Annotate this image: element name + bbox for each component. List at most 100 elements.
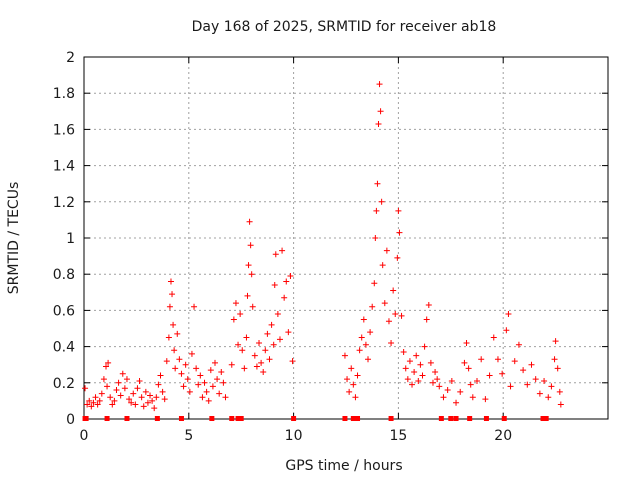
data-point bbox=[165, 334, 172, 341]
data-point bbox=[105, 359, 112, 366]
data-point bbox=[548, 383, 555, 390]
data-point bbox=[249, 303, 256, 310]
data-point bbox=[88, 403, 95, 410]
data-point bbox=[453, 399, 460, 406]
zero-point bbox=[453, 416, 459, 421]
y-tick-label: 1.2 bbox=[53, 195, 75, 211]
data-point bbox=[136, 377, 143, 384]
data-point bbox=[388, 339, 395, 346]
zero-point bbox=[209, 416, 215, 421]
data-point bbox=[92, 394, 99, 401]
data-point bbox=[134, 385, 141, 392]
data-point bbox=[186, 388, 193, 395]
data-point bbox=[378, 198, 385, 205]
data-point bbox=[115, 379, 122, 386]
data-point bbox=[163, 358, 170, 365]
data-point bbox=[184, 376, 191, 383]
chart-title: Day 168 of 2025, SRMTID for receiver ab1… bbox=[192, 19, 497, 35]
data-point bbox=[350, 381, 357, 388]
data-point bbox=[253, 363, 260, 370]
grid-lines bbox=[84, 57, 608, 419]
data-point bbox=[490, 334, 497, 341]
data-point bbox=[461, 359, 468, 366]
data-point bbox=[203, 388, 210, 395]
data-point bbox=[287, 273, 294, 280]
data-point bbox=[82, 385, 89, 392]
data-point bbox=[151, 405, 158, 412]
data-point bbox=[440, 394, 447, 401]
data-point bbox=[113, 387, 120, 394]
data-point bbox=[524, 381, 531, 388]
axis-ticks: 00.20.40.60.811.21.41.61.820 5 10 15 20 bbox=[53, 50, 608, 444]
data-point bbox=[373, 207, 380, 214]
data-point bbox=[241, 365, 248, 372]
data-point bbox=[191, 303, 198, 310]
data-point bbox=[180, 383, 187, 390]
data-point bbox=[494, 356, 501, 363]
data-point bbox=[94, 401, 101, 408]
data-point bbox=[161, 396, 168, 403]
data-point bbox=[239, 347, 246, 354]
data-point bbox=[157, 372, 164, 379]
data-point bbox=[369, 303, 376, 310]
data-point bbox=[404, 376, 411, 383]
zero-point bbox=[467, 416, 473, 421]
data-point bbox=[482, 396, 489, 403]
data-point bbox=[174, 330, 181, 337]
data-point bbox=[126, 396, 133, 403]
zero-point bbox=[540, 416, 546, 421]
zero-point bbox=[501, 416, 507, 421]
data-point bbox=[274, 311, 281, 318]
data-point bbox=[365, 356, 372, 363]
y-tick-label: 2 bbox=[66, 50, 75, 66]
data-point bbox=[417, 361, 424, 368]
data-point bbox=[84, 401, 91, 408]
y-tick-label: 0.4 bbox=[53, 340, 75, 356]
data-point bbox=[169, 291, 176, 298]
data-point bbox=[362, 341, 369, 348]
data-point bbox=[271, 282, 278, 289]
data-point bbox=[402, 365, 409, 372]
zero-point bbox=[355, 416, 361, 421]
data-point bbox=[419, 372, 426, 379]
data-point bbox=[413, 352, 420, 359]
data-point bbox=[520, 367, 527, 374]
data-point bbox=[289, 358, 296, 365]
data-point bbox=[218, 368, 225, 375]
data-point bbox=[390, 287, 397, 294]
zero-point bbox=[104, 416, 110, 421]
data-point bbox=[536, 390, 543, 397]
zero-point bbox=[438, 416, 444, 421]
zero-point bbox=[229, 416, 235, 421]
y-tick-label: 0.6 bbox=[53, 303, 75, 319]
data-point bbox=[268, 321, 275, 328]
zero-point bbox=[543, 416, 549, 421]
y-tick-label: 0 bbox=[66, 412, 75, 428]
data-point bbox=[176, 356, 183, 363]
x-tick-label: 0 bbox=[80, 428, 89, 444]
data-point bbox=[109, 401, 116, 408]
data-point bbox=[557, 401, 564, 408]
data-point bbox=[381, 300, 388, 307]
data-point bbox=[348, 365, 355, 372]
data-point bbox=[144, 399, 151, 406]
data-point bbox=[98, 390, 105, 397]
zero-point bbox=[83, 416, 89, 421]
data-point bbox=[511, 358, 518, 365]
zero-point bbox=[154, 416, 160, 421]
zero-point bbox=[388, 416, 394, 421]
data-point bbox=[155, 381, 162, 388]
data-point bbox=[272, 251, 279, 258]
data-point bbox=[358, 334, 365, 341]
data-point bbox=[256, 339, 263, 346]
data-point bbox=[264, 330, 271, 337]
data-points bbox=[82, 81, 564, 421]
data-point bbox=[171, 347, 178, 354]
data-point bbox=[130, 390, 137, 397]
data-point bbox=[251, 352, 258, 359]
data-point bbox=[260, 368, 267, 375]
data-point bbox=[425, 301, 432, 308]
data-point bbox=[499, 370, 506, 377]
data-point bbox=[436, 383, 443, 390]
